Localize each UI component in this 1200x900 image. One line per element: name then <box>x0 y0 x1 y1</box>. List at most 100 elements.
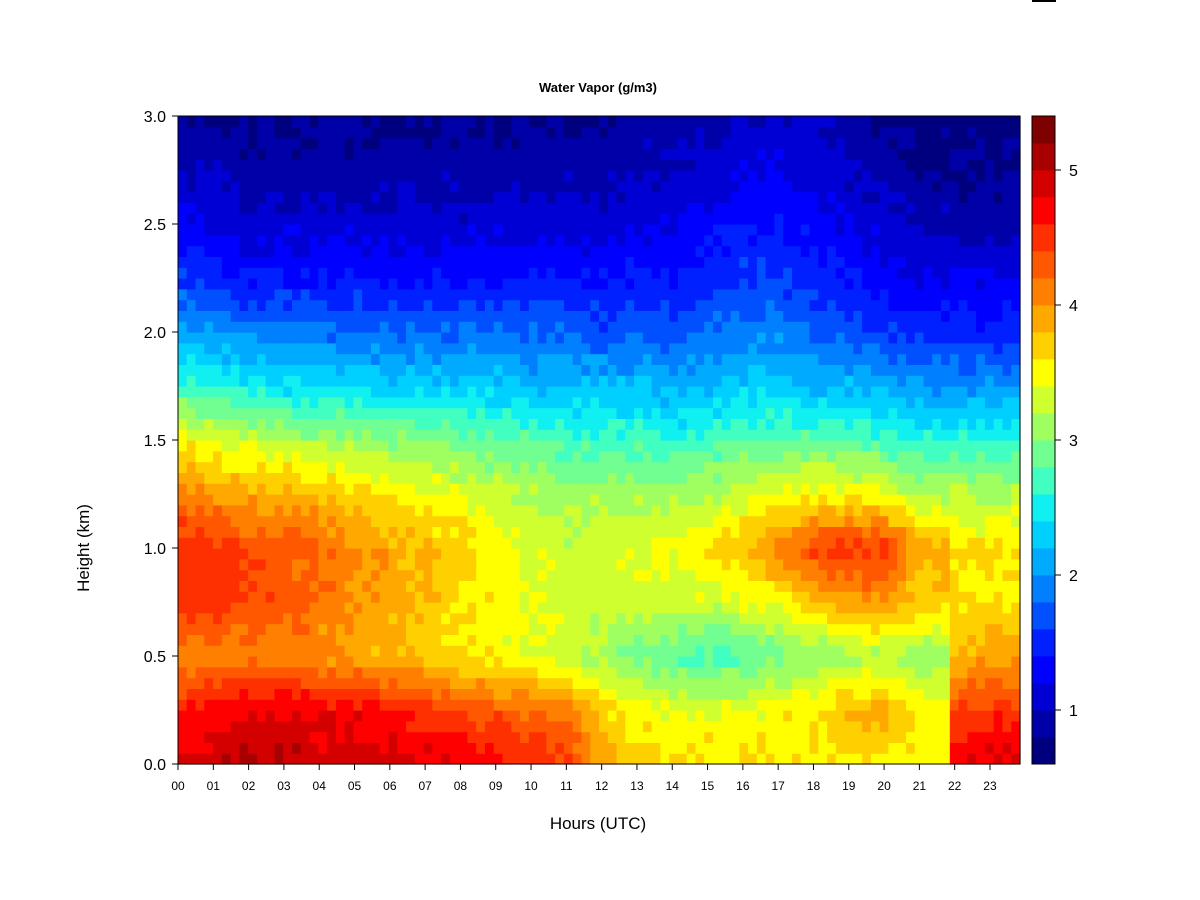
heatmap-cell <box>537 634 547 646</box>
heatmap-cell <box>204 504 214 517</box>
heatmap-cell <box>318 710 328 722</box>
heatmap-cell <box>730 364 740 376</box>
heatmap-cell <box>616 440 626 452</box>
heatmap-cell <box>870 472 881 484</box>
heatmap-cell <box>713 666 723 679</box>
heatmap-cell <box>581 504 591 517</box>
heatmap-cell <box>677 353 688 365</box>
heatmap-cell <box>520 148 530 160</box>
heatmap-cell <box>748 213 758 225</box>
heatmap-cell <box>581 742 591 754</box>
heatmap-cell <box>265 170 276 182</box>
heatmap-cell <box>265 494 276 506</box>
heatmap-cell <box>774 159 784 171</box>
heatmap-cell <box>897 591 907 603</box>
heatmap-cell <box>607 180 618 193</box>
heatmap-cell <box>862 461 872 473</box>
heatmap-cell <box>572 548 583 560</box>
heatmap-cell <box>493 656 504 668</box>
heatmap-cell <box>441 213 451 225</box>
heatmap-cell <box>730 677 740 689</box>
heatmap-cell <box>265 656 276 668</box>
heatmap-cell <box>897 213 907 225</box>
heatmap-cell <box>335 569 346 581</box>
heatmap-cell <box>581 267 591 279</box>
heatmap-cell <box>379 137 390 149</box>
heatmap-cell <box>353 191 363 203</box>
heatmap-cell <box>677 483 688 495</box>
heatmap-cell <box>879 116 890 128</box>
heatmap-cell <box>178 504 188 517</box>
heatmap-cell <box>186 720 197 733</box>
heatmap-cell <box>406 666 416 679</box>
heatmap-cell <box>669 126 679 139</box>
heatmap-cell <box>362 472 372 484</box>
heatmap-cell <box>546 580 556 592</box>
heatmap-cell <box>221 591 232 603</box>
heatmap-cell <box>809 267 819 279</box>
heatmap-cell <box>721 494 732 506</box>
heatmap-cell <box>309 494 319 506</box>
heatmap-cell <box>844 515 854 527</box>
heatmap-cell <box>563 116 574 128</box>
heatmap-cell <box>397 386 407 398</box>
heatmap-cell <box>669 483 679 495</box>
heatmap-cell <box>528 504 539 517</box>
heatmap-cell <box>239 396 249 409</box>
heatmap-cell <box>756 418 767 430</box>
heatmap-cell <box>695 375 705 387</box>
heatmap-cell <box>213 267 223 279</box>
heatmap-cell <box>835 375 846 387</box>
heatmap-cell <box>827 353 837 365</box>
heatmap-cell <box>467 137 477 149</box>
heatmap-cell <box>905 645 916 657</box>
heatmap-cell <box>853 321 863 333</box>
heatmap-cell <box>765 353 776 365</box>
heatmap-cell <box>818 515 828 527</box>
heatmap-cell <box>335 548 346 560</box>
heatmap-cell <box>493 494 504 506</box>
heatmap-cell <box>546 699 556 711</box>
heatmap-cell <box>739 353 749 365</box>
heatmap-cell <box>458 688 469 700</box>
heatmap-cell <box>441 148 451 160</box>
heatmap-cell <box>818 461 828 473</box>
heatmap-cell <box>897 245 907 257</box>
heatmap-cell <box>862 418 872 430</box>
heatmap-cell <box>370 375 381 387</box>
heatmap-cell <box>265 720 276 733</box>
heatmap-cell <box>476 710 486 722</box>
heatmap-cell <box>844 342 854 355</box>
heatmap-cell <box>844 353 854 365</box>
heatmap-cell <box>370 429 381 441</box>
heatmap-cell <box>870 137 881 149</box>
heatmap-cell <box>248 666 258 679</box>
heatmap-cell <box>809 677 819 689</box>
heatmap-cell <box>704 180 714 193</box>
heatmap-cell <box>870 386 881 398</box>
heatmap-cell <box>335 742 346 754</box>
heatmap-cell <box>476 666 486 679</box>
heatmap-cell <box>897 288 907 301</box>
heatmap-cell <box>379 558 390 571</box>
heatmap-cell <box>748 720 758 733</box>
heatmap-cell <box>353 548 363 560</box>
heatmap-cell <box>528 321 539 333</box>
heatmap-cell <box>607 699 618 711</box>
heatmap-cell <box>239 623 249 635</box>
heatmap-cell <box>721 202 732 214</box>
heatmap-cell <box>423 461 433 473</box>
heatmap-cell <box>721 299 732 311</box>
heatmap-cell <box>221 245 232 257</box>
heatmap-cell <box>739 202 749 214</box>
heatmap-cell <box>870 321 881 333</box>
heatmap-cell <box>791 731 802 743</box>
heatmap-cell <box>713 515 723 527</box>
heatmap-cell <box>870 602 881 614</box>
heatmap-cell <box>599 267 609 279</box>
heatmap-cell <box>677 170 688 182</box>
heatmap-cell <box>625 256 635 268</box>
heatmap-cell <box>818 623 828 635</box>
heatmap-cell <box>362 191 372 203</box>
heatmap-cell <box>686 213 697 225</box>
